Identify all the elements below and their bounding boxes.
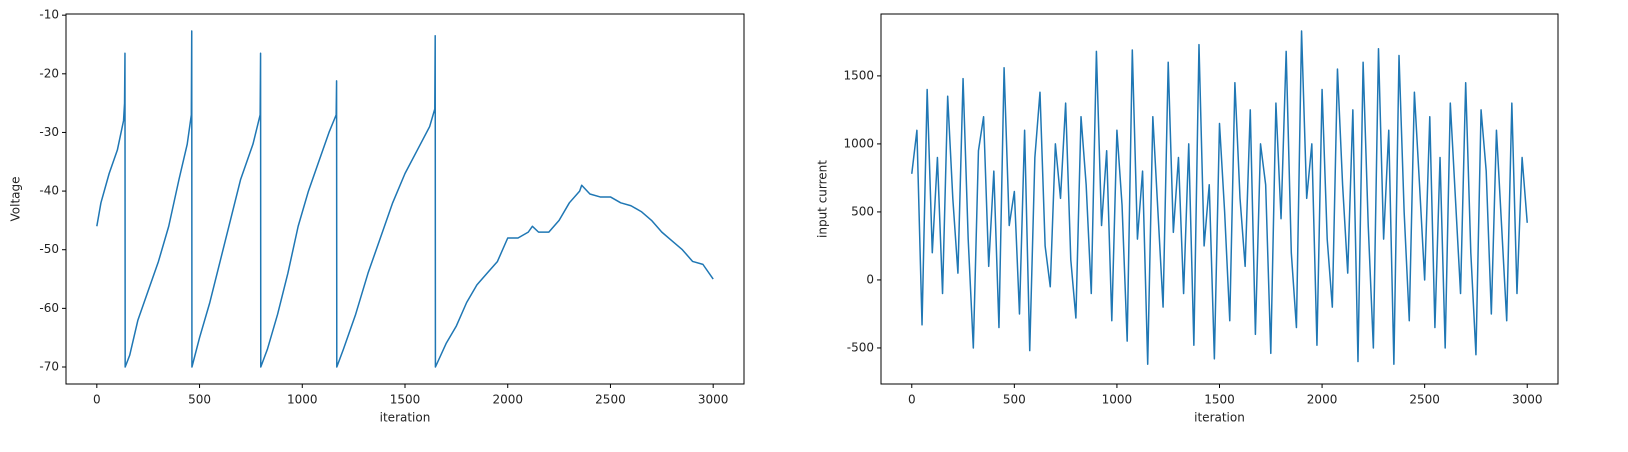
x-axis-label: iteration	[380, 411, 431, 425]
x-tick-label: 0	[93, 393, 101, 407]
x-tick-label: 1500	[390, 393, 421, 407]
y-tick-label: -70	[39, 359, 59, 373]
x-tick-label: 500	[188, 393, 211, 407]
x-tick-label: 2000	[1307, 393, 1338, 407]
data-line	[96, 30, 714, 368]
y-tick-label: -500	[847, 340, 874, 354]
x-tick-label: 1500	[1204, 393, 1235, 407]
y-tick-label: 500	[851, 204, 874, 218]
y-axis-label: Voltage	[9, 176, 23, 221]
y-tick-label: -50	[39, 242, 59, 256]
x-tick-label: 2500	[595, 393, 626, 407]
y-tick-label: 0	[866, 272, 874, 286]
y-tick-label: -40	[39, 184, 59, 198]
x-tick-label: 3000	[1512, 393, 1543, 407]
axes-frame	[880, 13, 1559, 385]
data-line	[911, 30, 1528, 366]
y-axis-label: input current	[816, 160, 830, 238]
y-tick-label: -10	[39, 8, 59, 22]
axes-frame	[65, 13, 745, 385]
y-tick-label: -60	[39, 301, 59, 315]
x-tick-label: 2000	[492, 393, 523, 407]
x-tick-label: 1000	[1102, 393, 1133, 407]
y-tick-label: -20	[39, 66, 59, 80]
x-tick-label: 3000	[698, 393, 729, 407]
x-tick-label: 1000	[287, 393, 318, 407]
x-tick-label: 0	[908, 393, 916, 407]
y-tick-label: -30	[39, 125, 59, 139]
y-tick-label: 1000	[843, 136, 874, 150]
x-tick-label: 2500	[1409, 393, 1440, 407]
y-tick-label: 1500	[843, 68, 874, 82]
x-tick-label: 500	[1003, 393, 1026, 407]
x-axis-label: iteration	[1194, 411, 1245, 425]
